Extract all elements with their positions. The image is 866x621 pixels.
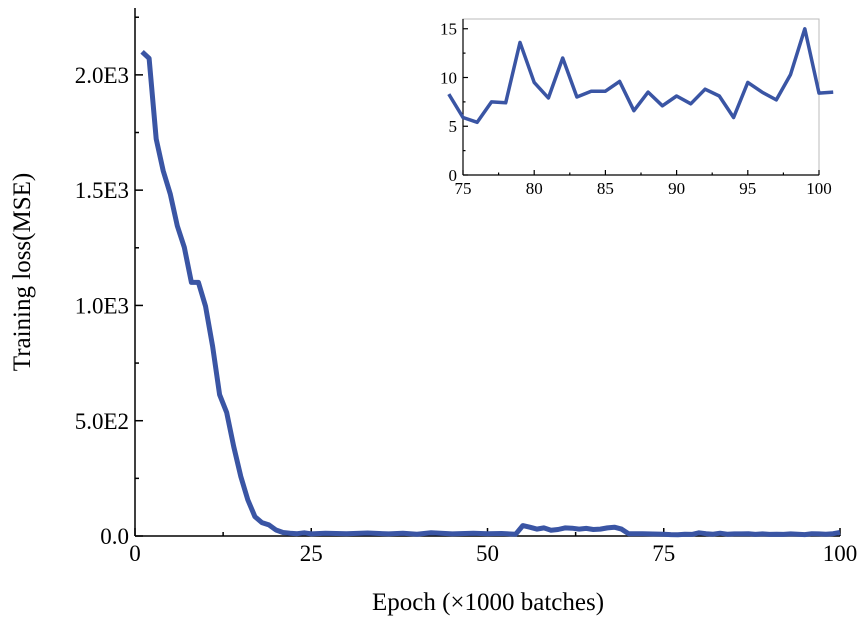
x-tick-label: 75 bbox=[652, 541, 675, 566]
x-tick-label: 75 bbox=[455, 179, 472, 198]
x-tick-label: 100 bbox=[806, 179, 832, 198]
y-tick-label: 5.0E2 bbox=[75, 409, 129, 434]
y-tick-label: 5 bbox=[449, 117, 458, 136]
y-tick-label: 10 bbox=[440, 68, 457, 87]
y-tick-label: 2.0E3 bbox=[75, 63, 129, 88]
x-tick-label: 80 bbox=[526, 179, 543, 198]
inset-frame bbox=[462, 18, 820, 176]
x-tick-label: 50 bbox=[476, 541, 499, 566]
x-tick-label: 0 bbox=[129, 541, 141, 566]
inset-plot: 75 80 85 90 95 100 0 5 10 15 bbox=[440, 18, 834, 198]
loss-line bbox=[140, 49, 841, 538]
x-axis-label: Epoch (×1000 batches) bbox=[372, 589, 604, 616]
loss-line bbox=[447, 27, 834, 125]
y-tick-label: 0 bbox=[449, 166, 458, 185]
x-tick-label: 100 bbox=[823, 541, 858, 566]
y-tick-label: 15 bbox=[440, 20, 457, 39]
y-tick-label: 1.0E3 bbox=[75, 293, 129, 318]
x-tick-label: 95 bbox=[739, 179, 756, 198]
y-tick-label: 0.0 bbox=[100, 524, 129, 549]
x-tick-label: 85 bbox=[597, 179, 614, 198]
x-tick-label: 90 bbox=[668, 179, 685, 198]
y-tick-label: 1.5E3 bbox=[75, 178, 129, 203]
y-axis-label: Training loss(MSE) bbox=[9, 173, 36, 371]
x-tick-label: 25 bbox=[300, 541, 323, 566]
